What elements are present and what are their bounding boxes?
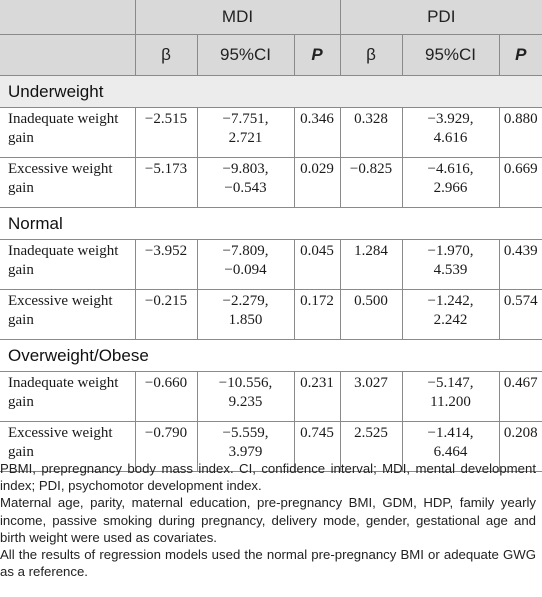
table-row: Inadequate weight gain −2.515 −7.751, 2.721… xyxy=(0,107,542,158)
mdi-ci-cell: −7.809, −0.094 xyxy=(197,239,295,290)
regression-table: MDI PDI β 95%CI P β 95%CI P Underweight I… xyxy=(0,0,542,472)
table-body: Underweight Inadequate weight gain −2.515−… xyxy=(0,75,542,472)
mdi-ci-cell: −9.803, −0.543 xyxy=(197,157,295,208)
pdi-beta-cell: 2.525 xyxy=(340,421,403,472)
pdi-beta-cell: 0.500 xyxy=(340,289,403,340)
mdi-ci-cell: −10.556, 9.235 xyxy=(197,371,295,422)
header-pdi: PDI xyxy=(340,0,542,35)
header-row-2: β 95%CI P β 95%CI P xyxy=(0,34,542,76)
row-label: Excessive weight gain xyxy=(0,289,136,340)
row-label: Excessive weight gain xyxy=(0,157,136,208)
mdi-p-cell: 0.745 xyxy=(294,421,341,472)
row-label: Inadequate weight gain xyxy=(0,107,136,158)
ci-upper: 6.464 xyxy=(433,444,468,460)
mdi-beta-cell: −5.173 xyxy=(135,157,198,208)
mdi-p-cell: 0.172 xyxy=(294,289,341,340)
header-empty-cell xyxy=(0,0,136,35)
table-row: Excessive weight gain −5.173 −9.803, −0.543… xyxy=(0,157,542,208)
ci-upper: 9.235 xyxy=(228,394,263,410)
mdi-beta-cell: −0.215 xyxy=(135,289,198,340)
mdi-beta-cell: −0.790 xyxy=(135,421,198,472)
pdi-ci-cell: −1.414, 6.464 xyxy=(402,421,500,472)
ci-upper: 4.616 xyxy=(433,130,468,146)
ci-upper: 2.242 xyxy=(433,312,468,328)
pdi-beta-cell: 1.284 xyxy=(340,239,403,290)
table-row: Excessive weight gain −0.215 −2.279, 1.850 0… xyxy=(0,289,542,340)
table-row: Inadequate weight gain −0.660 −10.556, 9.23… xyxy=(0,371,542,422)
header-row-1: MDI PDI xyxy=(0,0,542,35)
ci-lower: −5.559, xyxy=(222,425,269,441)
header-empty-cell xyxy=(0,34,136,76)
pdi-p-cell: 0.669 xyxy=(499,157,542,208)
group-label: Overweight/Obese xyxy=(0,339,542,372)
ci-upper: 2.721 xyxy=(228,130,263,146)
row-label: Excessive weight gain xyxy=(0,421,136,472)
footnote-covariates: Maternal age, parity, maternal education… xyxy=(0,495,536,545)
table-row: Excessive weight gain −0.790 −5.559, 3.979 0… xyxy=(0,421,542,472)
ci-lower: −10.556, xyxy=(218,375,273,391)
ci-lower: −1.414, xyxy=(427,425,474,441)
row-label: Inadequate weight gain xyxy=(0,239,136,290)
header-mdi-p: P xyxy=(294,34,341,76)
table-footnotes: PBMI, prepregnancy body mass index. CI, … xyxy=(0,460,536,580)
header-mdi-ci: 95%CI xyxy=(197,34,295,76)
pdi-ci-cell: −4.616, 2.966 xyxy=(402,157,500,208)
header-pdi-ci: 95%CI xyxy=(402,34,500,76)
pdi-p-cell: 0.439 xyxy=(499,239,542,290)
pdi-p-cell: 0.880 xyxy=(499,107,542,158)
mdi-ci-cell: −7.751, 2.721 xyxy=(197,107,295,158)
pdi-ci-cell: −3.929, 4.616 xyxy=(402,107,500,158)
mdi-ci-cell: −2.279, 1.850 xyxy=(197,289,295,340)
ci-upper: 3.979 xyxy=(228,444,263,460)
row-label: Inadequate weight gain xyxy=(0,371,136,422)
header-pdi-beta: β xyxy=(340,34,403,76)
pdi-ci-cell: −1.242, 2.242 xyxy=(402,289,500,340)
footnote-abbreviations: PBMI, prepregnancy body mass index. CI, … xyxy=(0,461,536,494)
footnote-reference: All the results of regression models use… xyxy=(0,547,536,580)
pdi-p-cell: 0.467 xyxy=(499,371,542,422)
header-mdi-beta: β xyxy=(135,34,198,76)
ci-upper: 2.966 xyxy=(433,180,468,196)
ci-lower: −7.751, xyxy=(222,111,269,127)
ci-upper: 11.200 xyxy=(430,394,471,410)
group-label: Normal xyxy=(0,207,542,240)
ci-lower: −1.970, xyxy=(427,243,474,259)
group-row: Normal xyxy=(0,207,542,240)
ci-upper: −0.543 xyxy=(224,180,267,196)
mdi-p-cell: 0.346 xyxy=(294,107,341,158)
ci-lower: −7.809, xyxy=(222,243,269,259)
ci-upper: 1.850 xyxy=(228,312,263,328)
group-label: Underweight xyxy=(0,75,542,108)
mdi-beta-cell: −3.952 xyxy=(135,239,198,290)
pdi-beta-cell: 0.328 xyxy=(340,107,403,158)
ci-lower: −2.279, xyxy=(222,293,269,309)
ci-lower: −3.929, xyxy=(427,111,474,127)
group-row: Underweight xyxy=(0,75,542,108)
pdi-p-cell: 0.574 xyxy=(499,289,542,340)
header-pdi-p: P xyxy=(499,34,542,76)
pdi-ci-cell: −1.970, 4.539 xyxy=(402,239,500,290)
mdi-p-cell: 0.029 xyxy=(294,157,341,208)
pdi-beta-cell: 3.027 xyxy=(340,371,403,422)
ci-lower: −5.147, xyxy=(427,375,474,391)
mdi-p-cell: 0.045 xyxy=(294,239,341,290)
group-row: Overweight/Obese xyxy=(0,339,542,372)
ci-lower: −4.616, xyxy=(427,161,474,177)
ci-upper: −0.094 xyxy=(224,262,267,278)
pdi-beta-cell: −0.825 xyxy=(340,157,403,208)
ci-lower: −1.242, xyxy=(427,293,474,309)
pdi-p-cell: 0.208 xyxy=(499,421,542,472)
ci-lower: −9.803, xyxy=(222,161,269,177)
mdi-p-cell: 0.231 xyxy=(294,371,341,422)
table-row: Inadequate weight gain −3.952 −7.809, −0.09… xyxy=(0,239,542,290)
pdi-ci-cell: −5.147, 11.200 xyxy=(402,371,500,422)
header-mdi: MDI xyxy=(135,0,341,35)
mdi-ci-cell: −5.559, 3.979 xyxy=(197,421,295,472)
mdi-beta-cell: −2.515 xyxy=(135,107,198,158)
mdi-beta-cell: −0.660 xyxy=(135,371,198,422)
ci-upper: 4.539 xyxy=(433,262,468,278)
